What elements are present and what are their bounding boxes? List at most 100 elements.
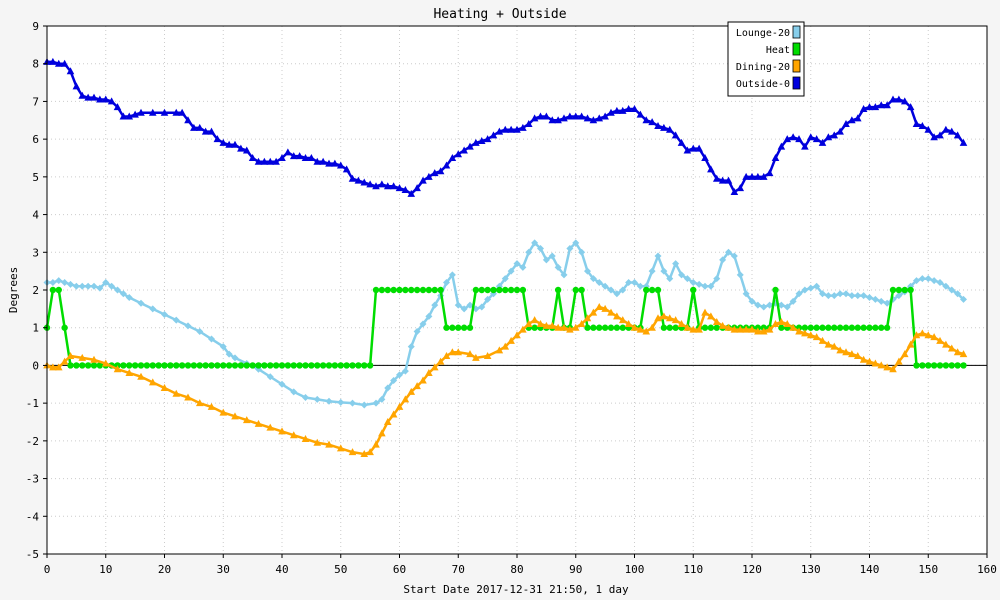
data-point: [900, 350, 909, 358]
data-point: [113, 103, 122, 111]
data-point: [701, 324, 709, 331]
data-point: [184, 116, 192, 124]
data-point: [560, 114, 568, 122]
data-point: [590, 324, 597, 331]
data-point: [266, 157, 275, 165]
data-point: [830, 342, 839, 350]
data-point: [712, 318, 721, 326]
data-point: [877, 361, 886, 369]
data-point: [607, 108, 615, 116]
data-point: [860, 324, 867, 331]
data-point: [472, 286, 480, 294]
y-tick-label: 9: [32, 20, 39, 33]
data-point: [677, 319, 686, 327]
data-point: [125, 294, 133, 302]
data-point: [583, 114, 592, 122]
y-tick-label: 7: [32, 95, 39, 108]
data-point: [530, 316, 539, 324]
data-point: [918, 121, 927, 129]
data-point: [618, 106, 627, 114]
data-point: [707, 312, 715, 320]
data-point: [195, 399, 204, 407]
data-point: [866, 294, 873, 302]
data-point: [530, 114, 539, 122]
data-point: [783, 135, 792, 143]
y-tick-label: -1: [26, 397, 39, 410]
y-tick-label: -4: [26, 510, 40, 523]
data-point: [254, 157, 263, 165]
data-point: [912, 331, 921, 339]
data-point: [848, 116, 856, 124]
data-point: [924, 331, 933, 339]
data-point: [90, 362, 98, 369]
data-point: [777, 318, 786, 326]
data-point: [331, 362, 339, 369]
data-point: [119, 112, 128, 120]
data-point: [413, 184, 421, 192]
data-point: [854, 324, 861, 331]
data-point: [360, 450, 369, 458]
data-point: [953, 348, 962, 356]
data-point: [913, 362, 920, 369]
data-point: [577, 319, 586, 327]
data-point: [401, 395, 410, 403]
legend-label: Heat: [766, 45, 790, 56]
data-point: [148, 378, 157, 386]
data-point: [419, 320, 427, 328]
data-point: [219, 138, 228, 146]
data-point: [295, 152, 304, 160]
data-point: [812, 135, 821, 143]
data-point: [161, 311, 168, 319]
data-point: [190, 362, 198, 369]
data-point: [507, 286, 515, 294]
data-point: [742, 172, 750, 180]
x-tick-label: 110: [683, 563, 703, 576]
data-point: [548, 116, 557, 124]
data-point: [736, 271, 744, 279]
x-tick-label: 10: [99, 563, 112, 576]
data-point: [336, 161, 345, 169]
data-point: [507, 125, 515, 133]
data-point: [443, 324, 450, 331]
data-point: [942, 282, 950, 290]
data-point: [824, 133, 833, 141]
data-point: [96, 95, 104, 103]
data-point: [677, 138, 686, 146]
data-point: [319, 362, 327, 369]
data-point: [213, 135, 222, 143]
data-point: [384, 384, 392, 392]
data-point: [842, 290, 850, 298]
data-point: [148, 108, 157, 116]
data-point: [390, 286, 397, 294]
data-point: [313, 157, 322, 165]
data-point: [871, 295, 879, 303]
data-point: [842, 324, 850, 331]
data-point: [936, 362, 944, 369]
data-point: [425, 172, 433, 180]
data-point: [866, 324, 873, 331]
data-point: [167, 362, 174, 369]
data-point: [460, 305, 468, 313]
data-point: [848, 350, 856, 358]
data-point: [172, 389, 181, 397]
data-point: [807, 324, 814, 331]
data-point: [66, 352, 75, 359]
data-point: [431, 286, 438, 294]
data-point: [466, 324, 474, 331]
data-point: [290, 388, 298, 396]
data-point: [220, 362, 227, 369]
data-point: [496, 286, 503, 294]
data-point: [889, 286, 897, 294]
data-point: [173, 362, 180, 369]
data-point: [372, 182, 380, 190]
data-point: [336, 444, 345, 452]
data-point: [107, 97, 116, 105]
data-point: [49, 286, 57, 294]
data-point: [78, 282, 86, 290]
data-point: [449, 324, 456, 331]
data-point: [395, 402, 404, 410]
data-point: [906, 340, 915, 348]
data-point: [454, 301, 462, 309]
data-point: [524, 319, 533, 327]
data-point: [325, 440, 333, 448]
